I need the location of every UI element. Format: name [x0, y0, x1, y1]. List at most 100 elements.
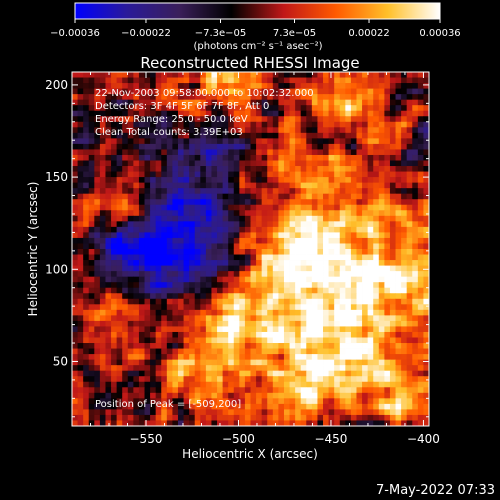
heatmap-cell — [328, 365, 335, 372]
heatmap-cell — [406, 182, 413, 189]
heatmap-cell — [300, 309, 307, 316]
heatmap-cell — [378, 138, 385, 145]
heatmap-cell — [339, 304, 346, 311]
heatmap-cell — [222, 88, 229, 95]
heatmap-cell — [161, 348, 168, 355]
heatmap-cell — [378, 409, 385, 416]
heatmap-cell — [228, 226, 235, 233]
heatmap-cell — [127, 166, 134, 172]
heatmap-cell — [261, 387, 268, 394]
heatmap-cell — [172, 127, 179, 134]
heatmap-cell — [133, 298, 140, 305]
heatmap-cell — [300, 409, 307, 416]
heatmap-cell — [83, 370, 90, 377]
heatmap-cell — [317, 298, 324, 305]
heatmap-cell — [323, 171, 329, 178]
heatmap-cell — [144, 72, 151, 78]
heatmap-cell — [256, 143, 263, 150]
heatmap-cell — [177, 387, 184, 394]
heatmap-cell — [317, 171, 324, 178]
heatmap-cell — [189, 226, 196, 233]
heatmap-cell — [72, 249, 78, 255]
heatmap-cell — [395, 166, 402, 172]
heatmap-cell — [401, 370, 408, 377]
heatmap-cell — [306, 160, 313, 167]
heatmap-cell — [211, 370, 218, 377]
heatmap-cell — [339, 204, 346, 211]
heatmap-cell — [339, 265, 346, 272]
heatmap-cell — [211, 420, 218, 427]
heatmap-cell — [189, 293, 196, 300]
heatmap-cell — [378, 304, 385, 311]
heatmap-cell — [339, 260, 346, 266]
heatmap-cell — [200, 116, 207, 123]
heatmap-cell — [122, 320, 129, 327]
heatmap-cell — [200, 337, 207, 344]
heatmap-cell — [194, 127, 201, 134]
heatmap-cell — [77, 414, 84, 421]
heatmap-cell — [133, 254, 140, 261]
heatmap-cell — [345, 381, 352, 388]
heatmap-cell — [272, 193, 279, 200]
heatmap-cell — [334, 315, 341, 322]
heatmap-cell — [406, 387, 413, 394]
heatmap-cell — [244, 309, 251, 316]
heatmap-cell — [345, 331, 352, 338]
heatmap-cell — [161, 121, 168, 128]
heatmap-cell — [300, 210, 307, 217]
heatmap-cell — [150, 398, 157, 405]
heatmap-cell — [233, 287, 240, 294]
heatmap-cell — [211, 99, 218, 106]
heatmap-cell — [256, 331, 263, 338]
heatmap-cell — [267, 88, 274, 95]
heatmap-cell — [317, 138, 324, 145]
heatmap-cell — [183, 226, 190, 233]
heatmap-cell — [417, 143, 424, 150]
heatmap-cell — [267, 392, 274, 399]
heatmap-cell — [417, 354, 424, 361]
heatmap-cell — [72, 132, 78, 139]
heatmap-cell — [272, 99, 279, 106]
heatmap-cell — [289, 414, 296, 421]
heatmap-cell — [323, 276, 329, 283]
heatmap-cell — [244, 193, 251, 200]
heatmap-cell — [356, 105, 363, 112]
heatmap-cell — [367, 221, 374, 228]
heatmap-cell — [150, 315, 157, 322]
heatmap-cell — [373, 337, 380, 344]
heatmap-cell — [350, 116, 357, 123]
heatmap-cell — [155, 243, 162, 250]
heatmap-cell — [77, 127, 84, 134]
heatmap-cell — [144, 94, 151, 101]
heatmap-cell — [111, 88, 118, 95]
heatmap-cell — [395, 343, 402, 349]
heatmap-cell — [233, 204, 240, 211]
heatmap-cell — [373, 298, 380, 305]
heatmap-cell — [183, 392, 190, 399]
heatmap-cell — [311, 359, 318, 366]
heatmap-cell — [161, 271, 168, 278]
heatmap-cell — [423, 149, 430, 156]
heatmap-cell — [412, 359, 419, 366]
heatmap-cell — [412, 204, 419, 211]
heatmap-cell — [127, 320, 134, 327]
heatmap-cell — [205, 110, 212, 117]
heatmap-cell — [384, 392, 391, 399]
heatmap-cell — [267, 210, 274, 217]
heatmap-cell — [289, 376, 296, 383]
heatmap-cell — [116, 143, 123, 150]
heatmap-cell — [373, 149, 380, 156]
heatmap-cell — [172, 320, 179, 327]
heatmap-cell — [261, 210, 268, 217]
heatmap-cell — [194, 210, 201, 217]
heatmap-cell — [256, 287, 263, 294]
heatmap-cell — [138, 210, 145, 217]
heatmap-cell — [328, 282, 335, 289]
heatmap-cell — [406, 226, 413, 233]
heatmap-cell — [228, 88, 235, 95]
heatmap-cell — [350, 154, 357, 161]
heatmap-cell — [127, 265, 134, 272]
heatmap-cell — [239, 94, 246, 101]
heatmap-cell — [233, 105, 240, 112]
heatmap-cell — [373, 171, 380, 178]
